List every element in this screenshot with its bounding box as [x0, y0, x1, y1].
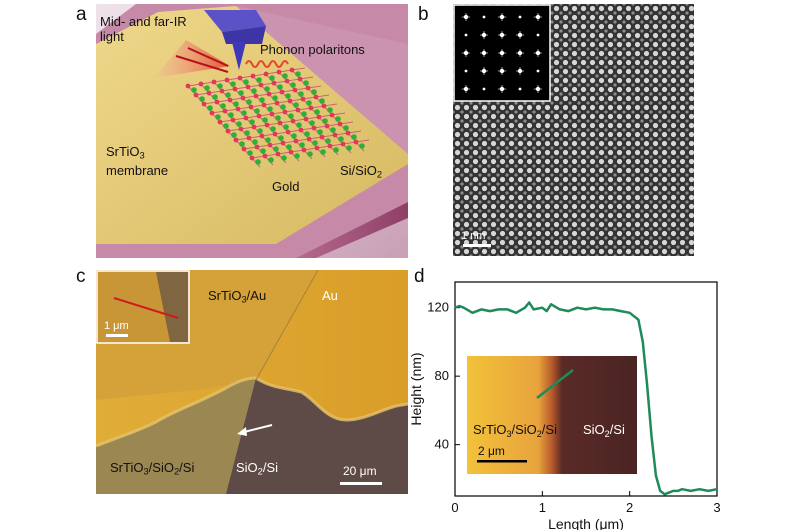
fft-spot	[464, 33, 468, 37]
lattice-unit	[233, 137, 250, 150]
optical-micrograph	[96, 270, 408, 494]
lattice-unit	[353, 139, 370, 152]
panel-c-optical-image: SrTiO3/Au Au SrTiO3/SiO2/Si SiO2/Si 1 μm…	[96, 270, 408, 494]
panel-a-illustration	[96, 4, 408, 258]
edge-arrow	[243, 424, 273, 433]
polariton-label: Phonon polaritons	[260, 42, 365, 57]
fft-spot	[464, 69, 468, 73]
lattice-unit	[261, 102, 278, 115]
membrane-label-line2: membrane	[106, 163, 169, 179]
lattice-unit	[275, 151, 292, 164]
light-label: Mid- and far-IR light	[100, 14, 187, 44]
fft-spot	[518, 87, 522, 91]
x-tick-label: 0	[451, 500, 458, 515]
panel-a-schematic: Mid- and far-IR light Phonon polaritons …	[96, 4, 408, 258]
lattice-unit	[313, 94, 330, 107]
gold-label: Gold	[272, 179, 300, 194]
scattered-arrow	[187, 47, 229, 67]
fft-spot	[536, 33, 540, 37]
ir-light-cone	[154, 40, 230, 78]
membrane-edge	[96, 376, 408, 448]
lattice-unit	[303, 116, 320, 129]
panel-letter-a: a	[76, 4, 87, 25]
membrane-label-sub: 3	[139, 150, 145, 161]
substrate-label-text: Si/SiO	[340, 163, 377, 178]
edge-arrowhead	[237, 427, 247, 436]
srtio3-sio2-region-lower	[96, 378, 256, 494]
scale-bar-c	[340, 482, 382, 485]
afm-inset	[467, 356, 637, 474]
lattice-unit	[297, 76, 314, 89]
afm-profile-line	[536, 369, 574, 399]
membrane-label: SrTiO3 membrane	[106, 144, 168, 179]
region-srtio3-sio2-si-label: SrTiO3/SiO2/Si	[110, 460, 195, 477]
panel-c-inset	[96, 270, 190, 344]
afm-scale-bar	[477, 460, 527, 463]
membrane-label-text: SrTiO	[106, 144, 140, 159]
panel-letter-b: b	[418, 4, 429, 25]
light-label-line2: light	[100, 29, 124, 44]
lattice-unit	[293, 138, 310, 151]
afm-inset-scale-label: 2 μm	[478, 444, 505, 458]
afm-inset-left-label: SrTiO3/SiO2/Si	[473, 422, 557, 439]
crystal-lattice	[185, 67, 370, 168]
x-tick-label: 2	[626, 500, 633, 515]
substrate-label: Si/SiO2	[340, 163, 382, 179]
x-axis-label: Length (μm)	[548, 516, 624, 530]
panel-letter-c: c	[76, 266, 86, 287]
scale-bar-b-label: 1 nm	[461, 230, 486, 242]
afm-inset-right-label: SiO2/Si	[583, 422, 625, 439]
scale-bar-c-label: 20 μm	[343, 464, 377, 478]
lattice-unit	[185, 83, 202, 96]
sio2-si-region	[226, 378, 408, 494]
lattice-unit	[288, 149, 305, 162]
x-tick-label: 3	[713, 500, 720, 515]
scale-bar-b	[463, 244, 491, 247]
plot-frame	[454, 281, 718, 497]
region-srtio3-au-label: SrTiO3/Au	[208, 288, 267, 305]
atomic-lattice-image	[453, 4, 694, 256]
region-au-label: Au	[322, 288, 338, 303]
substrate-label-sub: 2	[376, 169, 383, 180]
incident-arrow	[175, 55, 229, 73]
lattice-unit	[305, 85, 322, 98]
fft-inset	[453, 4, 551, 102]
y-axis-label: Height (nm)	[408, 352, 424, 425]
afm-inset-image	[467, 356, 637, 474]
y-tick-label: 40	[435, 437, 449, 452]
fft-spot	[518, 15, 522, 19]
inset-scale-label-c: 1 μm	[104, 320, 129, 332]
fft-spot	[482, 15, 486, 19]
substrate-side	[296, 202, 408, 258]
light-label-line1: Mid- and far-IR	[100, 14, 187, 29]
polariton-wave	[245, 60, 289, 68]
film-boundary	[255, 270, 319, 381]
panel-b-stem-image: 1 nm	[453, 4, 694, 256]
lattice-unit	[340, 141, 357, 154]
lattice-unit	[345, 130, 362, 143]
panel-letter-d: d	[414, 266, 425, 287]
fft-spot	[482, 87, 486, 91]
fft-spot	[536, 69, 540, 73]
region-sio2-si-label: SiO2/Si	[236, 460, 279, 477]
lattice-unit	[284, 78, 301, 91]
y-tick-label: 80	[435, 368, 449, 383]
height-profile-line	[454, 301, 718, 496]
panel-d-height-profile: 0 1 2 3 40 80 120 Length (μm) Height (nm) SrTiO3…	[408, 281, 721, 530]
x-tick-label: 1	[539, 500, 546, 515]
afm-tip	[204, 10, 266, 70]
gold-right-area	[236, 6, 408, 154]
y-tick-label: 120	[427, 300, 449, 315]
lattice-unit	[256, 113, 273, 126]
lattice-unit	[327, 143, 344, 156]
